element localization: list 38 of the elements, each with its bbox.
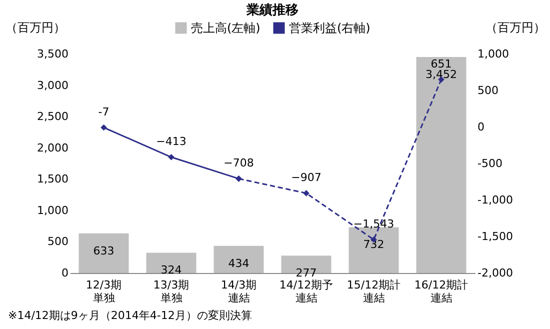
- data-label: 434: [228, 256, 250, 270]
- chart-title: 業績推移: [246, 3, 298, 18]
- data-label: -7: [98, 106, 110, 119]
- x-tick-label: 12/3期単独: [86, 278, 122, 304]
- legend-label: 売上高(左軸): [191, 21, 260, 35]
- y-tick-label: 500: [48, 235, 68, 248]
- y2-tick-label: -1,000: [478, 194, 513, 206]
- x-tick-label: 15/12期計連結: [346, 278, 401, 304]
- y-axis-title: （百万円）: [6, 20, 66, 34]
- y2-axis-title: （百万円）: [486, 20, 546, 34]
- data-label: 324: [160, 264, 182, 277]
- data-label: 277: [296, 266, 317, 280]
- y2-tick-label: -2,000: [478, 266, 513, 280]
- y2-tick-label: 0: [478, 120, 484, 134]
- data-label: −413: [156, 135, 186, 148]
- y-tick-label: 2,500: [37, 110, 68, 124]
- y2-tick-label: -500: [478, 157, 502, 170]
- y2-tick-label: 1,000: [478, 48, 509, 60]
- x-tick-label: 13/3期単独: [153, 278, 190, 304]
- y2-tick-label: 500: [478, 84, 498, 97]
- legend-label: 営業利益(右軸): [289, 21, 370, 35]
- x-tick-label: 14/12期予連結: [279, 278, 334, 304]
- y-tick-label: 1,000: [37, 204, 68, 217]
- data-label: 3,452: [426, 68, 457, 82]
- y-tick-label: 3,000: [37, 78, 68, 92]
- data-label: −907: [291, 171, 322, 184]
- y2-tick-label: -1,500: [478, 230, 513, 243]
- text: ※14/12期は9ヶ月（2014年4-12月）の変則決算: [8, 308, 252, 323]
- y-tick-label: 0: [62, 266, 68, 280]
- y-tick-label: 2,000: [37, 141, 68, 154]
- data-label: 633: [93, 244, 114, 258]
- x-tick-label: 16/12期計連結: [414, 278, 468, 304]
- data-label: −708: [224, 156, 254, 170]
- y-tick-label: 3,500: [37, 48, 68, 60]
- data-label: −1,543: [353, 218, 394, 231]
- x-tick-label: 14/3期連結: [220, 278, 257, 304]
- data-label: 651: [430, 57, 452, 70]
- y-tick-label: 1,500: [37, 172, 68, 186]
